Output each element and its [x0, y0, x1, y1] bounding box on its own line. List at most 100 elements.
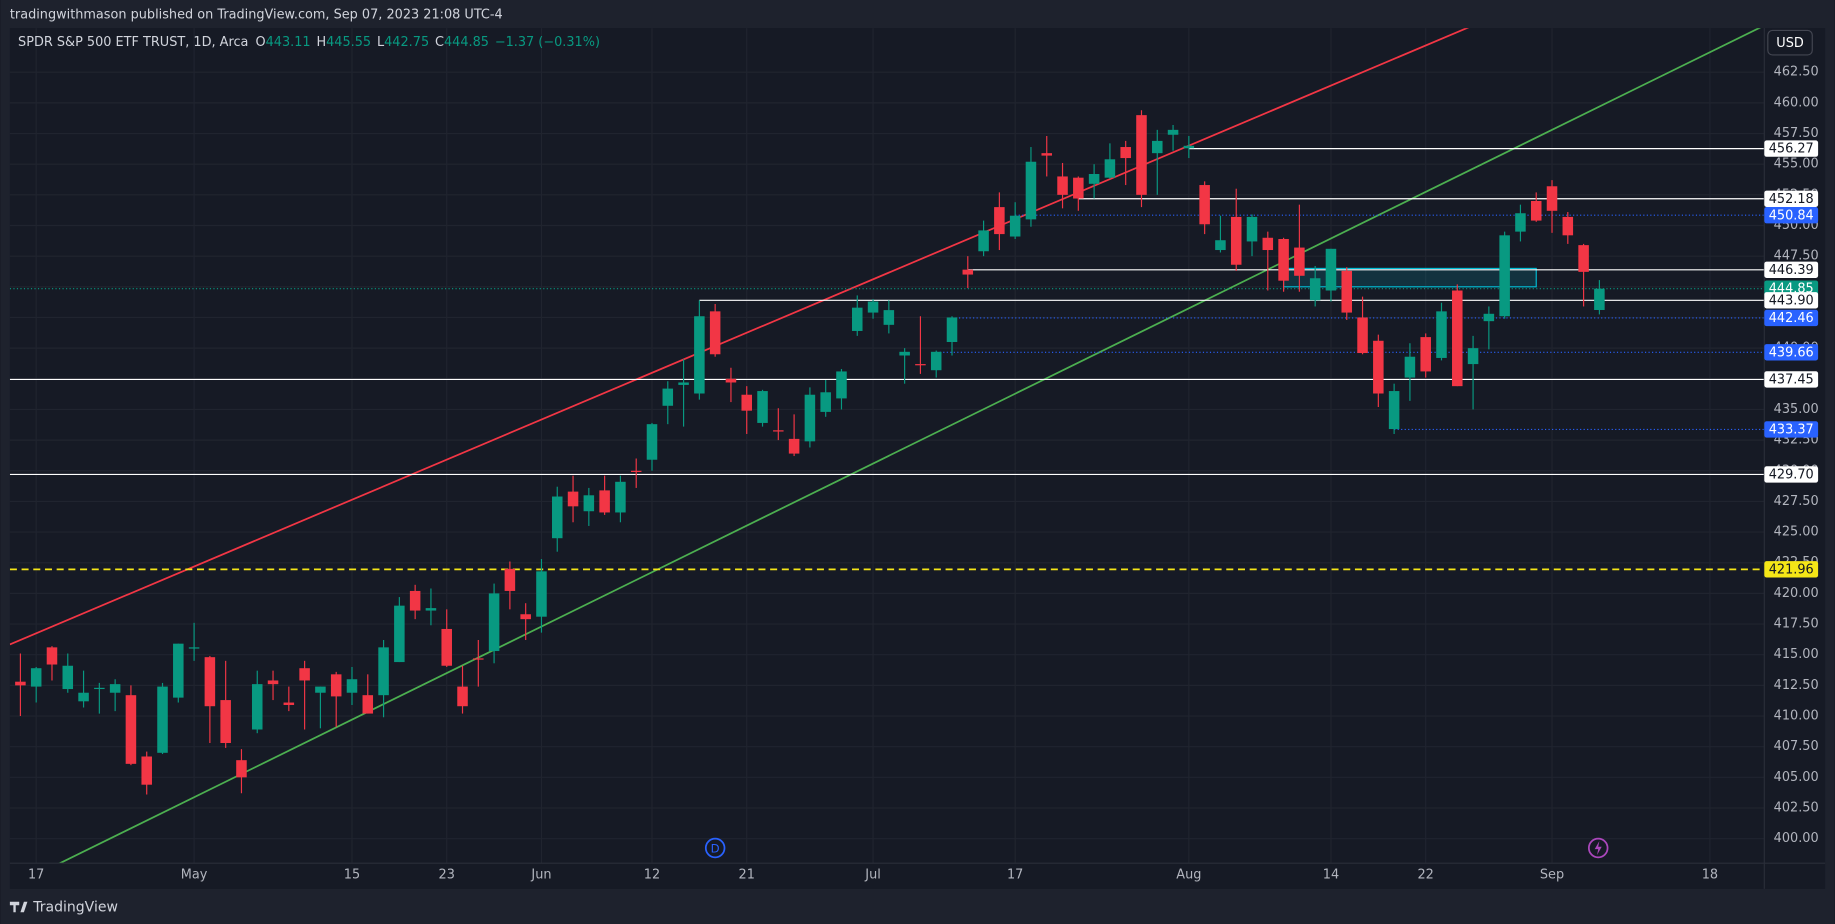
- candle-body: [1120, 147, 1131, 159]
- x-tick-label: 17: [1007, 867, 1023, 882]
- candle-body: [362, 695, 374, 714]
- candle-body: [1215, 240, 1226, 251]
- brand-name[interactable]: TradingView: [32, 900, 118, 916]
- x-tick-label: 14: [1323, 867, 1339, 882]
- y-tick-label: 460.00: [1774, 95, 1819, 110]
- dividend-icon[interactable]: [704, 837, 726, 859]
- candle-body: [646, 424, 658, 460]
- price-label-box: [1764, 466, 1819, 483]
- candle-body: [551, 496, 563, 539]
- currency-label[interactable]: USD: [1776, 36, 1804, 51]
- price-label-box: [1764, 140, 1819, 157]
- price-label-box: [1764, 344, 1819, 361]
- candle-body: [678, 382, 689, 385]
- price-label: 456.27: [1769, 142, 1814, 157]
- candle-body: [1483, 313, 1495, 322]
- lightning-icon[interactable]: [1594, 840, 1602, 855]
- candle-body: [1183, 145, 1195, 149]
- ohlc-key: L: [377, 35, 385, 50]
- x-tick-label: 15: [344, 867, 360, 882]
- candle-body: [141, 756, 152, 785]
- candle-body: [567, 491, 579, 507]
- candle-body: [1088, 174, 1100, 184]
- candle-body: [1230, 216, 1242, 265]
- candle-body: [536, 571, 547, 617]
- candle-body: [1057, 176, 1068, 195]
- candle-body: [283, 702, 295, 705]
- candle-body: [409, 590, 421, 611]
- candle-body: [1136, 115, 1147, 195]
- candle-body: [836, 371, 847, 399]
- x-tick-label: Jun: [530, 867, 551, 882]
- candle-body: [473, 658, 484, 660]
- y-tick-label: 402.50: [1774, 800, 1819, 815]
- candle-body: [583, 495, 595, 512]
- price-label: 452.18: [1769, 192, 1814, 207]
- candle-body: [251, 684, 263, 730]
- candle-body: [378, 647, 389, 696]
- x-tick-label: 22: [1418, 867, 1434, 882]
- candle-body: [883, 310, 895, 325]
- dividend-label[interactable]: D: [711, 842, 720, 856]
- trend-line: [57, 28, 1762, 864]
- pane: [9, 28, 1826, 889]
- candle-body: [1562, 216, 1574, 236]
- symbol: SPDR S&P 500 ETF TRUST, 1D, Arca: [18, 35, 248, 50]
- publisher-line: tradingwithmason published on TradingVie…: [10, 8, 503, 23]
- x-tick-label: 23: [439, 867, 455, 882]
- y-tick-label: 412.50: [1774, 678, 1819, 693]
- y-tick-label: 455.00: [1774, 157, 1819, 172]
- brand[interactable]: TradingView: [9, 900, 118, 916]
- candle-body: [1530, 200, 1542, 221]
- price-label: 433.37: [1769, 423, 1814, 438]
- currency-button[interactable]: USD: [1767, 29, 1813, 56]
- ohlc-value: 444.85: [444, 35, 489, 50]
- candle-body: [773, 430, 784, 432]
- candle-body: [1499, 235, 1510, 317]
- candle-body: [236, 760, 247, 778]
- ohlc-key: H: [316, 35, 326, 50]
- candle-body: [1388, 391, 1400, 430]
- event-icon[interactable]: [1587, 837, 1609, 859]
- split-event[interactable]: [1587, 837, 1609, 859]
- y-tick-label: 407.50: [1774, 739, 1819, 754]
- candle-body: [78, 692, 89, 702]
- legend-header: SPDR S&P 500 ETF TRUST, 1D, Arca O443.11 H…: [18, 35, 600, 50]
- brand-logo[interactable]: [9, 901, 28, 913]
- candle-body: [1041, 153, 1053, 156]
- plot: [9, 28, 1765, 864]
- candle-body: [1357, 317, 1368, 354]
- candle-body: [741, 394, 752, 411]
- candle-body: [125, 695, 137, 764]
- x-tick-label: 18: [1702, 867, 1718, 882]
- x-tick-label: Jul: [864, 867, 881, 882]
- x-tick-label: 17: [28, 867, 44, 882]
- dividend-event[interactable]: D: [704, 837, 726, 859]
- candle-body: [30, 668, 42, 687]
- candle-body: [694, 316, 705, 394]
- candle-body: [709, 311, 721, 355]
- candle-body: [1452, 290, 1463, 387]
- y-tick-label: 457.50: [1774, 126, 1819, 141]
- candle-body: [488, 593, 500, 652]
- y-tick-label: 410.00: [1774, 709, 1819, 724]
- price-label: 446.39: [1769, 263, 1814, 278]
- candle-body: [1515, 213, 1526, 232]
- change: −1.37 (−0.31%): [495, 35, 600, 50]
- price-label: 450.84: [1769, 208, 1814, 223]
- candle-body: [1009, 215, 1021, 237]
- y-tick-label: 400.00: [1774, 831, 1819, 846]
- candle-body: [899, 351, 910, 356]
- y-tick-label: 425.00: [1774, 525, 1819, 540]
- y-tick-label: 405.00: [1774, 770, 1819, 785]
- candle-body: [457, 686, 468, 707]
- candle-body: [820, 392, 831, 412]
- price-label: 443.90: [1769, 293, 1814, 308]
- candle-body: [1467, 348, 1479, 365]
- y-tick-label: 435.00: [1774, 402, 1819, 417]
- candle-body: [504, 568, 516, 591]
- currency-button-frame[interactable]: [1767, 29, 1813, 56]
- y-tick-label: 447.50: [1774, 249, 1819, 264]
- candle-body: [204, 657, 216, 707]
